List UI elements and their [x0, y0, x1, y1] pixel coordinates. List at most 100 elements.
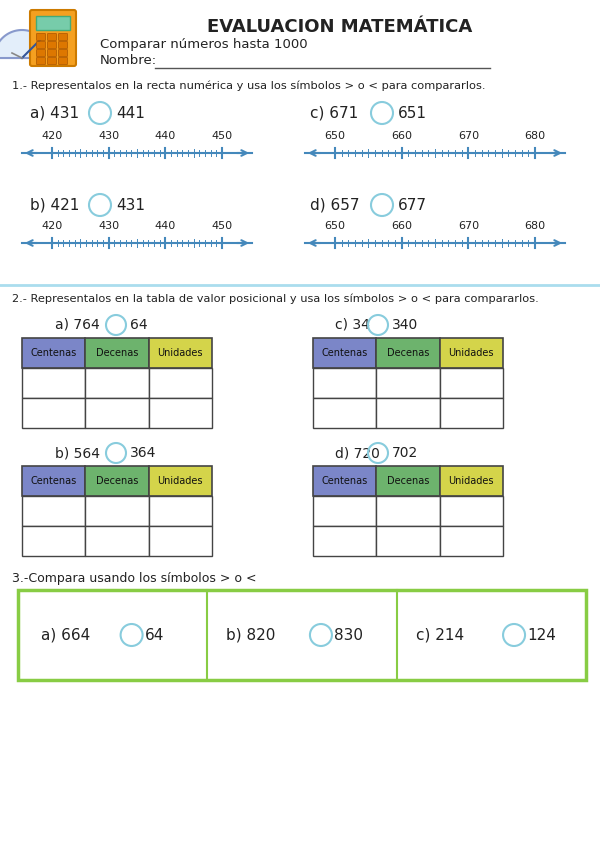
Text: 431: 431	[116, 198, 145, 212]
Bar	[22, 338, 85, 368]
Text: 364: 364	[130, 446, 157, 460]
FancyBboxPatch shape	[37, 42, 46, 48]
Bar	[440, 526, 503, 556]
FancyBboxPatch shape	[37, 49, 46, 57]
Text: 680: 680	[524, 221, 545, 231]
Text: b) 421: b) 421	[30, 198, 79, 212]
FancyBboxPatch shape	[37, 33, 46, 41]
Text: 440: 440	[155, 131, 176, 141]
FancyBboxPatch shape	[59, 42, 67, 48]
Bar	[313, 368, 376, 398]
Bar	[313, 466, 376, 496]
Text: 660: 660	[391, 221, 412, 231]
Text: Centenas: Centenas	[31, 476, 77, 486]
Text: 64: 64	[145, 627, 164, 643]
Text: 650: 650	[325, 131, 346, 141]
Bar	[149, 496, 212, 526]
Text: EVALUACION MATEMÁTICA: EVALUACION MATEMÁTICA	[208, 18, 473, 36]
Text: 702: 702	[392, 446, 418, 460]
Bar	[440, 338, 503, 368]
Text: 340: 340	[392, 318, 418, 332]
Bar	[22, 368, 85, 398]
Bar	[313, 398, 376, 428]
FancyBboxPatch shape	[37, 58, 46, 65]
Bar	[22, 496, 85, 526]
Text: 3.-Compara usando los símbolos > o <: 3.-Compara usando los símbolos > o <	[12, 572, 257, 585]
Bar	[85, 496, 149, 526]
Text: 650: 650	[325, 221, 346, 231]
Text: Decenas: Decenas	[96, 348, 138, 358]
Text: 450: 450	[211, 131, 233, 141]
FancyBboxPatch shape	[30, 10, 76, 66]
FancyBboxPatch shape	[59, 33, 67, 41]
Bar	[149, 338, 212, 368]
Text: Unidades: Unidades	[158, 348, 203, 358]
Text: Decenas: Decenas	[387, 348, 429, 358]
Text: d) 657: d) 657	[310, 198, 359, 212]
Text: Comparar números hasta 1000: Comparar números hasta 1000	[100, 38, 308, 51]
Text: a) 764: a) 764	[55, 318, 100, 332]
Text: Unidades: Unidades	[449, 476, 494, 486]
Text: 441: 441	[116, 105, 145, 121]
Bar	[376, 368, 440, 398]
Text: c) 34: c) 34	[335, 318, 370, 332]
Text: Decenas: Decenas	[387, 476, 429, 486]
Bar	[440, 496, 503, 526]
Bar	[313, 338, 376, 368]
Text: Nombre:: Nombre:	[100, 54, 157, 67]
Bar	[22, 466, 85, 496]
Text: 660: 660	[391, 131, 412, 141]
Text: 651: 651	[398, 105, 427, 121]
Bar	[313, 526, 376, 556]
Text: a) 431: a) 431	[30, 105, 79, 121]
FancyBboxPatch shape	[47, 33, 56, 41]
Text: 124: 124	[527, 627, 556, 643]
Bar	[36, 16, 70, 30]
Bar	[85, 526, 149, 556]
Text: 450: 450	[211, 221, 233, 231]
Text: 670: 670	[458, 131, 479, 141]
Text: 677: 677	[398, 198, 427, 212]
Bar	[149, 368, 212, 398]
Text: 64: 64	[130, 318, 148, 332]
Text: b) 564: b) 564	[55, 446, 100, 460]
Text: 440: 440	[155, 221, 176, 231]
FancyBboxPatch shape	[47, 49, 56, 57]
Text: 830: 830	[334, 627, 363, 643]
Bar	[376, 496, 440, 526]
FancyBboxPatch shape	[47, 58, 56, 65]
Bar	[440, 398, 503, 428]
FancyBboxPatch shape	[59, 49, 67, 57]
Text: c) 214: c) 214	[416, 627, 464, 643]
Text: Decenas: Decenas	[96, 476, 138, 486]
Text: Centenas: Centenas	[322, 348, 368, 358]
FancyBboxPatch shape	[47, 42, 56, 48]
Bar	[22, 526, 85, 556]
Bar	[22, 398, 85, 428]
Bar	[376, 338, 440, 368]
Bar	[85, 466, 149, 496]
Text: Centenas: Centenas	[322, 476, 368, 486]
Bar	[440, 368, 503, 398]
Bar	[376, 466, 440, 496]
Text: c) 671: c) 671	[310, 105, 358, 121]
Text: b) 820: b) 820	[226, 627, 275, 643]
Bar	[149, 526, 212, 556]
Text: Centenas: Centenas	[31, 348, 77, 358]
Bar	[18, 590, 586, 680]
Bar	[85, 368, 149, 398]
Text: a) 664: a) 664	[41, 627, 90, 643]
Bar	[376, 526, 440, 556]
Bar	[85, 398, 149, 428]
Text: 680: 680	[524, 131, 545, 141]
Bar	[149, 466, 212, 496]
Text: 420: 420	[41, 221, 62, 231]
FancyBboxPatch shape	[59, 58, 67, 65]
Text: 420: 420	[41, 131, 62, 141]
Text: 430: 430	[98, 131, 119, 141]
Text: 670: 670	[458, 221, 479, 231]
Text: d) 720: d) 720	[335, 446, 380, 460]
Bar	[149, 398, 212, 428]
Bar	[440, 466, 503, 496]
Text: Unidades: Unidades	[158, 476, 203, 486]
